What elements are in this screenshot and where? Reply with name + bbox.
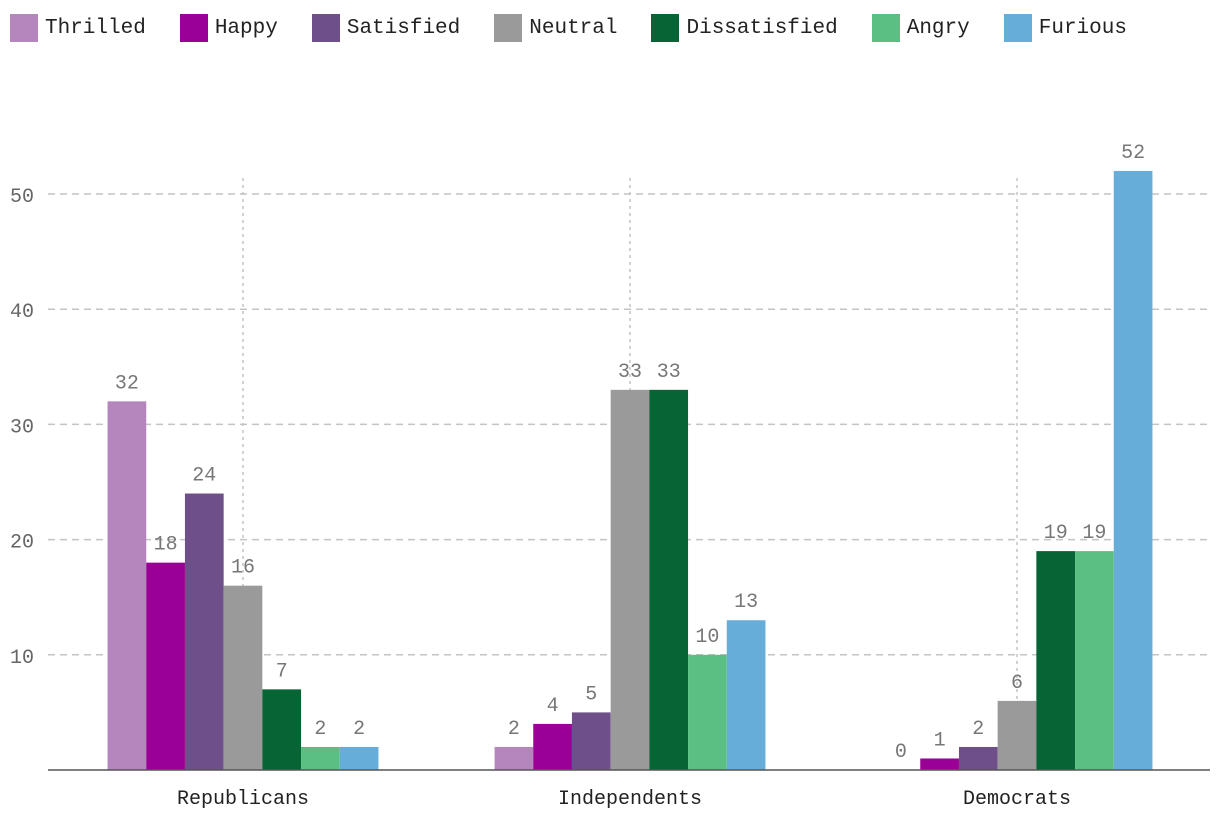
legend-label: Satisfied (346, 16, 461, 40)
legend-item[interactable]: Angry (871, 14, 970, 42)
data-label: 2 (353, 718, 365, 741)
bar-dissatisfied-democrats (1036, 551, 1076, 770)
legend-swatch (179, 14, 208, 42)
y-tick-label: 50 (10, 186, 34, 209)
legend-item[interactable]: Satisfied (311, 14, 461, 42)
bar-dissatisfied-independents (649, 389, 689, 770)
legend-item[interactable]: Thrilled (10, 14, 146, 42)
y-tick-label: 10 (10, 647, 34, 670)
bar-angry-democrats (1075, 551, 1114, 770)
data-label: 6 (1011, 672, 1023, 695)
bar-neutral-democrats (997, 700, 1037, 770)
bar-happy-republicans (146, 562, 185, 770)
bar-furious-independents (726, 620, 766, 770)
x-tick-label: Democrats (963, 788, 1071, 811)
legend-item[interactable]: Furious (1003, 14, 1127, 42)
legend-label: Furious (1038, 16, 1127, 40)
data-label: 16 (231, 557, 255, 580)
legend-item[interactable]: Dissatisfied (651, 14, 838, 42)
data-label: 10 (695, 626, 719, 649)
y-tick-label: 20 (10, 532, 34, 555)
bar-neutral-independents (610, 389, 650, 770)
legend-swatch (311, 14, 340, 42)
bar-thrilled-republicans (107, 401, 147, 770)
bar-satisfied-democrats (958, 746, 998, 770)
legend-item[interactable]: Happy (179, 14, 278, 42)
legend-item[interactable]: Neutral (494, 14, 617, 42)
data-label: 7 (276, 660, 288, 683)
data-label: 24 (192, 465, 216, 488)
y-tick-label: 40 (10, 301, 34, 324)
y-tick-label: 30 (10, 416, 34, 439)
data-label: 13 (734, 591, 758, 614)
data-label: 2 (508, 718, 520, 741)
legend-swatch (871, 14, 900, 42)
bar-dissatisfied-republicans (262, 689, 302, 770)
bar-satisfied-republicans (184, 493, 224, 770)
data-label: 33 (618, 361, 642, 384)
data-label: 52 (1121, 142, 1145, 165)
bar-satisfied-independents (571, 712, 611, 770)
bar-angry-independents (688, 654, 727, 770)
legend-swatch (651, 14, 680, 42)
data-label: 0 (895, 741, 907, 764)
legend: Thrilled Happy Satisfied Neutral Dissatisfie… (10, 14, 1210, 42)
data-label: 19 (1082, 522, 1106, 545)
data-label: 33 (657, 361, 681, 384)
x-tick-label: Republicans (177, 788, 309, 811)
data-label: 2 (314, 718, 326, 741)
data-label: 19 (1044, 522, 1068, 545)
legend-label: Dissatisfied (686, 16, 838, 40)
bar-thrilled-independents (494, 746, 534, 770)
x-tick-label: Independents (558, 788, 702, 811)
legend-swatch (1003, 14, 1032, 42)
data-label: 2 (972, 718, 984, 741)
bar-happy-democrats (920, 758, 959, 770)
legend-label: Thrilled (45, 16, 146, 40)
data-label: 4 (547, 695, 559, 718)
data-label: 32 (115, 372, 139, 395)
data-label: 18 (154, 534, 178, 557)
bar-angry-republicans (301, 746, 340, 770)
bar-happy-independents (533, 723, 572, 770)
bar-neutral-republicans (223, 585, 263, 770)
legend-swatch (494, 14, 523, 42)
legend-label: Happy (214, 16, 278, 40)
legend-label: Neutral (529, 16, 618, 40)
legend-label: Angry (906, 16, 970, 40)
data-label: 5 (585, 683, 597, 706)
legend-swatch (10, 14, 38, 42)
data-label: 1 (934, 729, 946, 752)
bar-furious-republicans (339, 746, 379, 770)
bar-furious-democrats (1113, 170, 1153, 770)
